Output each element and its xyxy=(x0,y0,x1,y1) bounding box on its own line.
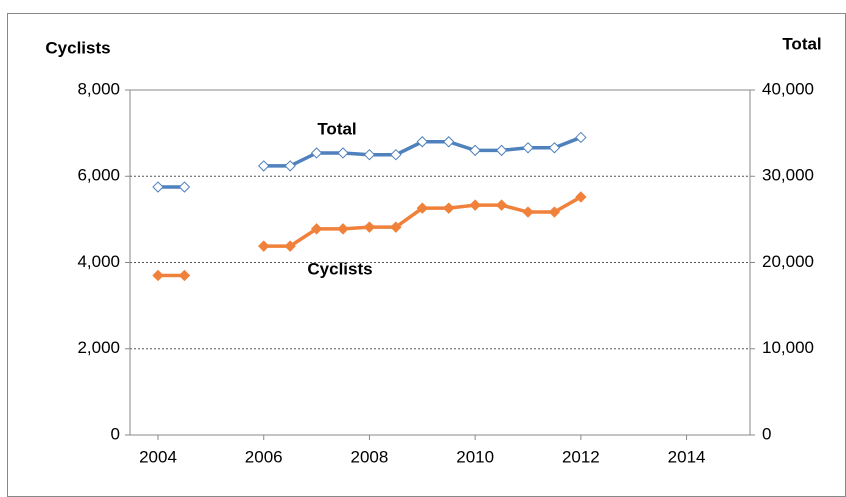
series-marker xyxy=(443,136,455,148)
series-marker xyxy=(337,223,349,235)
y-tick-label: 6,000 xyxy=(77,166,120,185)
series-marker xyxy=(363,148,376,161)
series-marker xyxy=(363,221,376,233)
series-marker xyxy=(416,136,429,148)
series-annotation: Total xyxy=(317,119,356,138)
series-marker xyxy=(495,199,508,211)
y2-tick-label: 30,000 xyxy=(762,166,814,185)
series-marker xyxy=(310,223,323,235)
series-marker xyxy=(416,202,429,214)
series-marker xyxy=(469,144,481,157)
series-marker xyxy=(178,269,191,282)
y2-axis-title: Total xyxy=(782,34,821,53)
x-tick-label: 2008 xyxy=(351,447,389,466)
series-marker xyxy=(258,240,270,252)
y2-tick-label: 0 xyxy=(762,424,771,443)
y2-tick-label: 40,000 xyxy=(762,79,814,98)
x-tick-label: 2006 xyxy=(245,447,283,466)
y-axis-title: Cyclists xyxy=(45,38,110,57)
series-marker xyxy=(495,144,508,157)
x-tick-label: 2004 xyxy=(139,447,177,466)
series-marker xyxy=(575,191,587,203)
series-annotation: Cyclists xyxy=(307,259,372,278)
series-marker xyxy=(522,142,534,154)
y-tick-label: 8,000 xyxy=(77,79,120,98)
series-marker xyxy=(548,206,561,218)
series-marker xyxy=(152,269,164,282)
y-tick-label: 2,000 xyxy=(77,338,120,357)
chart-frame xyxy=(7,13,846,497)
series-marker xyxy=(469,199,481,211)
series-marker xyxy=(390,221,402,233)
series-marker xyxy=(178,181,191,193)
series-marker xyxy=(310,147,323,159)
series-marker xyxy=(575,131,587,144)
series-marker xyxy=(337,147,349,159)
series-marker xyxy=(284,160,296,172)
y2-tick-label: 10,000 xyxy=(762,338,814,357)
series-marker xyxy=(284,240,296,252)
series-marker xyxy=(152,181,164,193)
series-marker xyxy=(548,142,561,154)
x-tick-label: 2012 xyxy=(562,447,600,466)
series-marker xyxy=(522,206,534,218)
y-tick-label: 0 xyxy=(111,424,120,443)
series-marker xyxy=(258,160,270,172)
x-tick-label: 2010 xyxy=(456,447,494,466)
x-tick-label: 2014 xyxy=(668,447,706,466)
series-marker xyxy=(443,202,455,214)
series-marker xyxy=(390,148,402,161)
y2-tick-label: 20,000 xyxy=(762,252,814,271)
y-tick-label: 4,000 xyxy=(77,252,120,271)
